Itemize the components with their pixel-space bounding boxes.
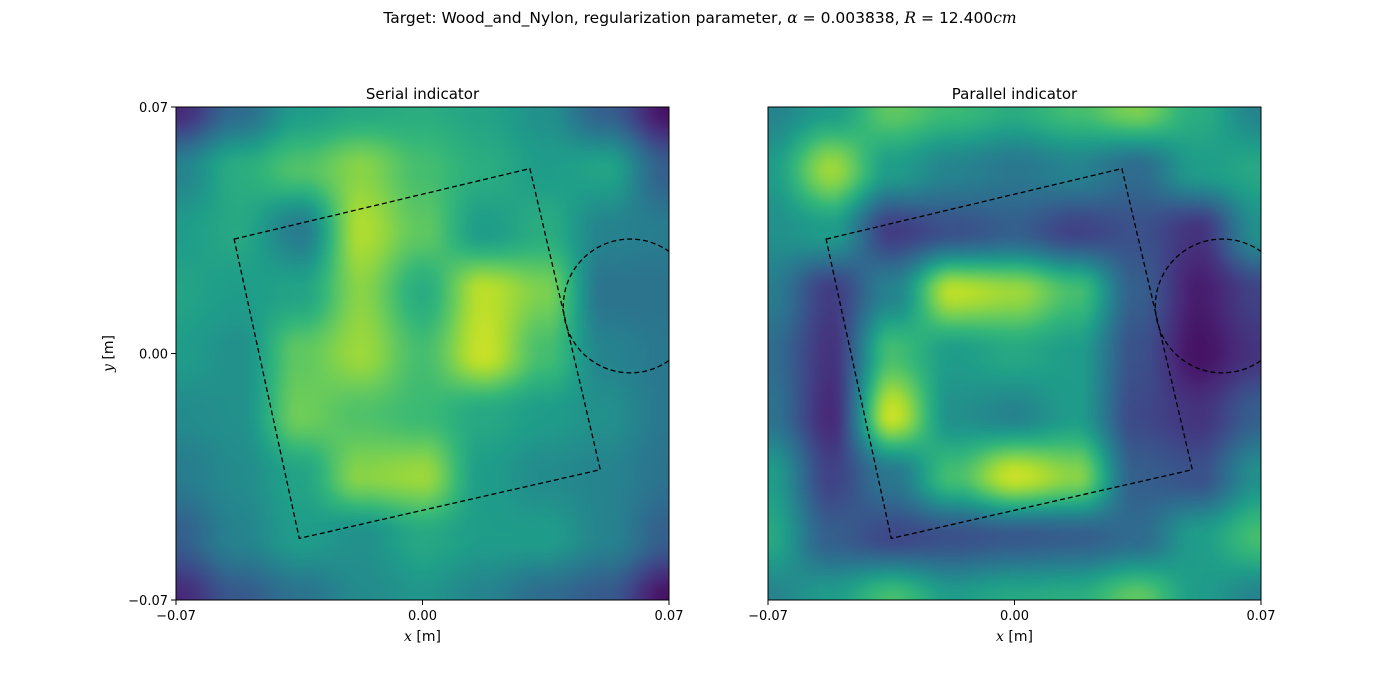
x-tick-label: 0.07 [655, 609, 684, 624]
y-axis-label-variable: y [101, 363, 117, 373]
figure-suptitle: Target: Wood_and_Nylon, regularization p… [0, 9, 1400, 27]
alpha-value: 0.003838 [820, 9, 895, 27]
heatmap-panel-2: Parallel indicator −0.07 0.00 0.07 x [m] [748, 85, 1276, 645]
x-tick-label: 0.00 [1000, 609, 1029, 624]
x-axis-label: x [m] [404, 629, 441, 645]
x-axis-label-variable: x [404, 629, 412, 645]
alpha-symbol: α [787, 9, 798, 27]
x-axis-label-unit: [m] [1004, 629, 1033, 645]
radius-unit: cm [993, 9, 1017, 27]
radius-value: 12.400 [938, 9, 994, 27]
x-tick-label: −0.07 [748, 609, 788, 624]
x-axis-label-variable: x [996, 629, 1004, 645]
x-axis-label-unit: [m] [412, 629, 441, 645]
target-circle-outline [1154, 238, 1261, 374]
target-circle-outline [562, 238, 669, 374]
x-tick-label: −0.07 [156, 609, 196, 624]
y-tick-label: −0.07 [128, 594, 168, 609]
x-axis-label: x [m] [996, 629, 1033, 645]
x-tick-label: 0.07 [1247, 609, 1276, 624]
suptitle-comma: , [894, 9, 905, 27]
panel-title: Serial indicator [366, 85, 480, 103]
heatmap-panel-1: Serial indicator −0.07 0.00 0.07 −0.07 0.00 0.… [101, 85, 684, 645]
radius-symbol: R [904, 9, 917, 27]
y-axis-label-unit: [m] [101, 335, 117, 364]
panel-title: Parallel indicator [952, 85, 1078, 103]
y-tick-label: 0.07 [139, 101, 168, 116]
heatmap-image [176, 107, 669, 600]
y-axis-label: y [m] [101, 335, 117, 373]
suptitle-prefix: Target: Wood_and_Nylon, regularization p… [383, 9, 788, 27]
target-square-outline [825, 167, 1194, 540]
heatmap-image [768, 107, 1261, 600]
x-tick-label: 0.00 [408, 609, 437, 624]
y-tick-label: 0.00 [139, 348, 168, 363]
target-square-outline [233, 167, 602, 540]
suptitle-equals-2: = [916, 9, 939, 27]
suptitle-equals-1: = [797, 9, 821, 27]
